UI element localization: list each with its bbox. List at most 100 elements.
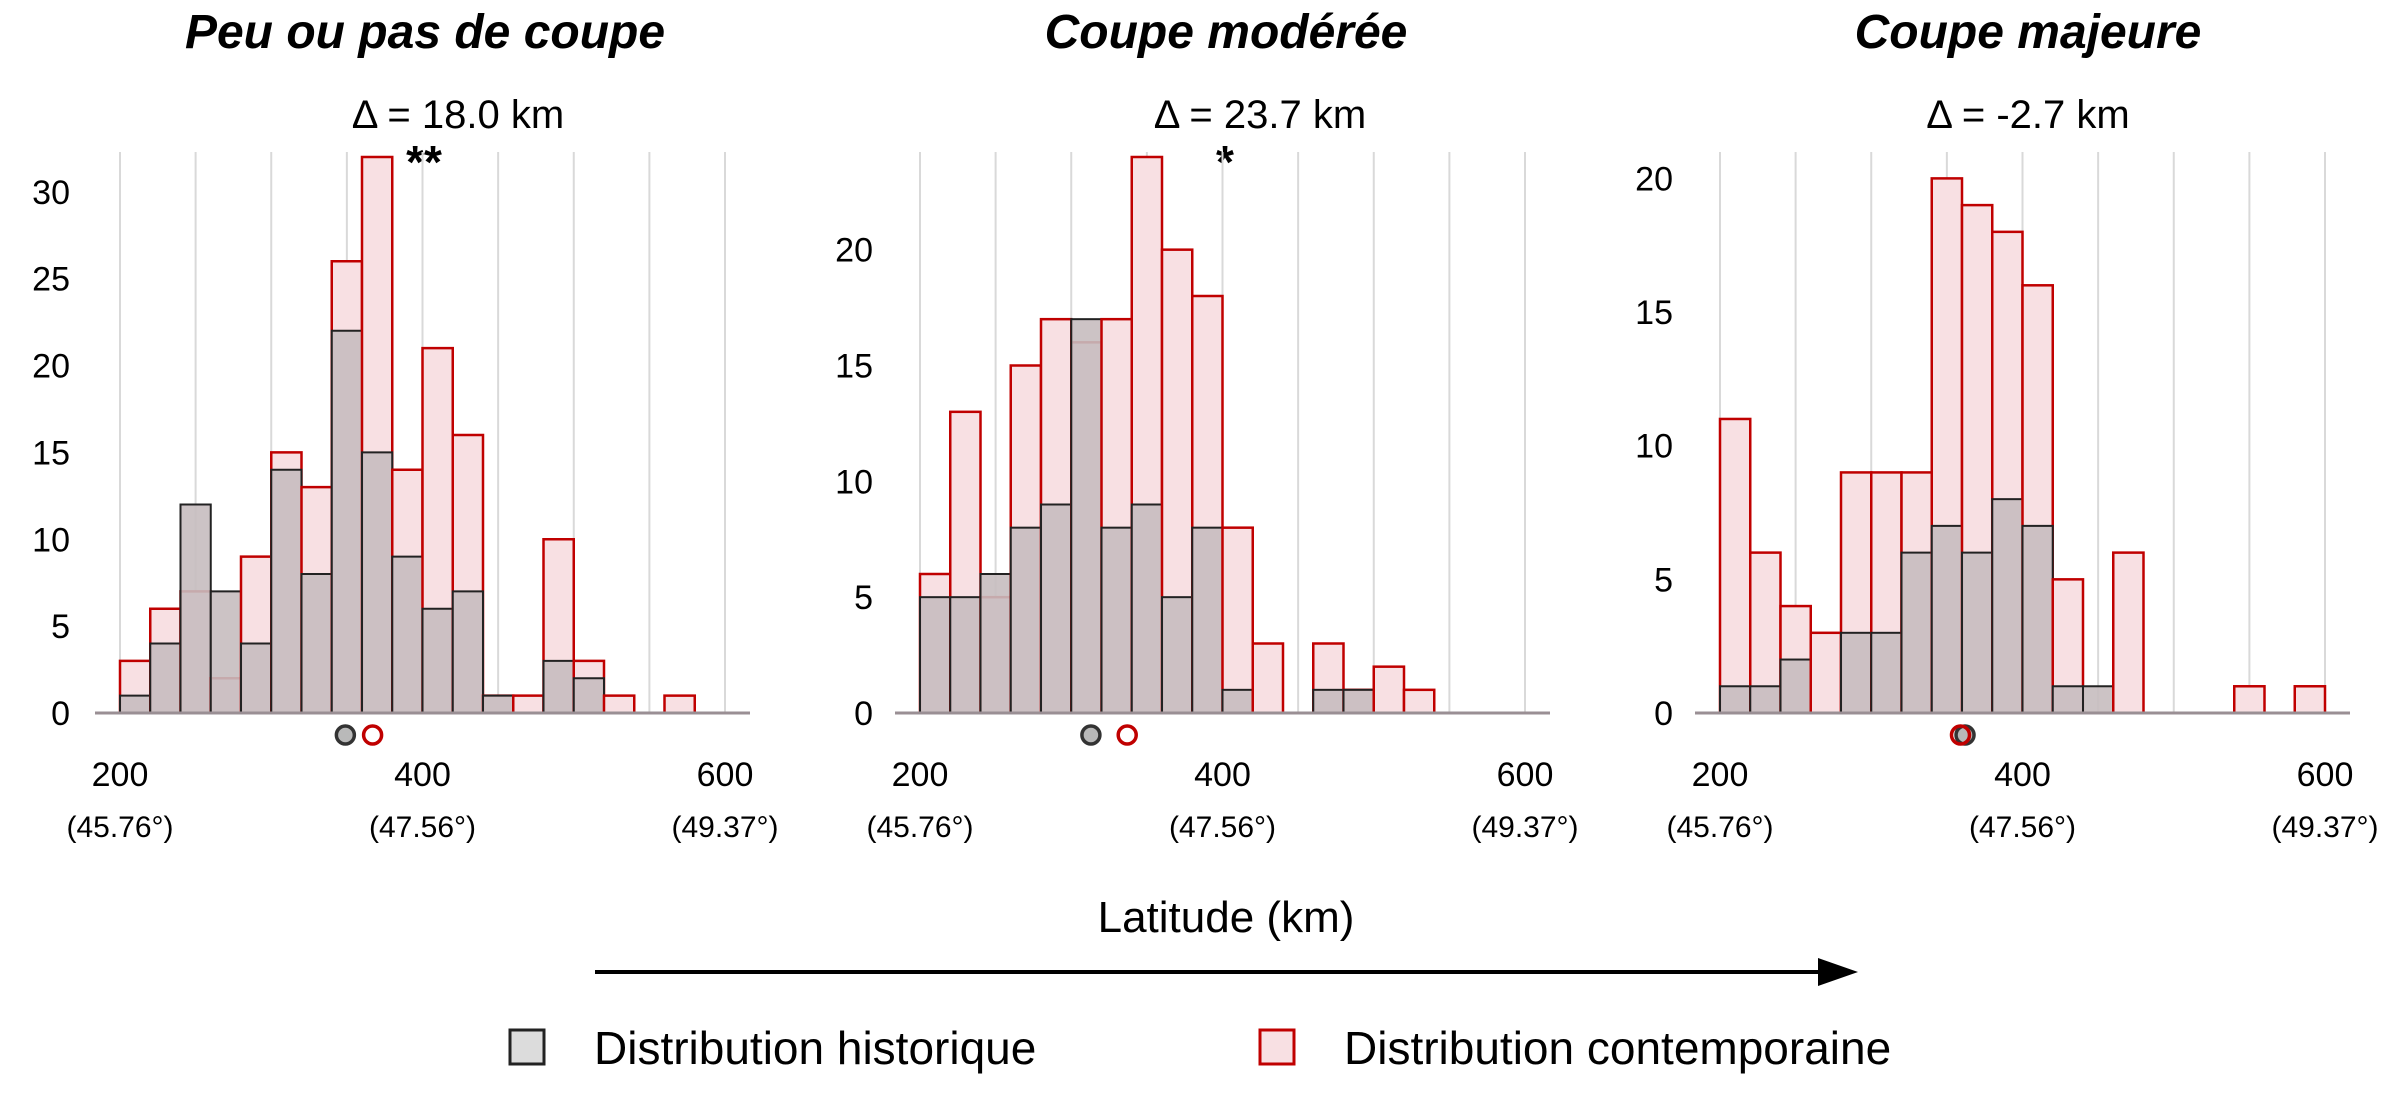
x-tick-sublabel: (49.37°) xyxy=(2271,811,2378,844)
x-tick-sublabel: (45.76°) xyxy=(66,811,173,844)
x-tick-label: 400 xyxy=(1994,756,2051,794)
bar-historique xyxy=(1900,551,1933,714)
bar-contemporaine xyxy=(602,694,636,715)
y-tick-label: 25 xyxy=(32,261,70,299)
panel-delta: Δ = 23.7 km xyxy=(1154,93,1366,137)
mean-marker-contemporaine xyxy=(1116,724,1138,746)
x-tick-sublabel: (45.76°) xyxy=(866,811,973,844)
bar-contemporaine xyxy=(2233,685,2266,715)
bar-historique xyxy=(1991,498,2024,714)
mean-marker-historique xyxy=(1080,724,1102,746)
x-tick-label: 400 xyxy=(1194,756,1251,794)
bar-contemporaine xyxy=(1221,526,1254,715)
bar-historique xyxy=(391,555,424,714)
x-tick-sublabel: (47.56°) xyxy=(1169,811,1276,844)
bar-historique xyxy=(1342,688,1375,714)
y-tick-label: 0 xyxy=(854,695,873,733)
y-tick-label: 10 xyxy=(1635,428,1673,466)
significance-marker: ** xyxy=(406,136,442,188)
x-tick-label: 200 xyxy=(1692,756,1749,794)
panel-title: Peu ou pas de coupe xyxy=(185,6,665,59)
x-tick-sublabel: (45.76°) xyxy=(1666,811,1773,844)
y-tick-label: 0 xyxy=(1654,695,1673,733)
y-tick-label: 5 xyxy=(51,608,70,646)
legend-label-historique: Distribution historique xyxy=(594,1022,1036,1074)
bar-historique xyxy=(1040,503,1073,714)
x-tick-label: 200 xyxy=(892,756,949,794)
y-tick-label: 20 xyxy=(32,348,70,386)
bar-historique xyxy=(119,694,152,714)
y-tick-label: 5 xyxy=(854,579,873,617)
bar-historique xyxy=(2021,524,2054,715)
panel-3: Coupe majeure Δ = -2.7 km 0 5 10 15 20 200 (45.7… xyxy=(1635,6,2378,844)
bar-historique xyxy=(1312,688,1345,714)
bar-historique xyxy=(179,503,212,714)
x-tick-label: 200 xyxy=(92,756,149,794)
x-tick-label: 600 xyxy=(1497,756,1554,794)
y-tick-label: 15 xyxy=(1635,294,1673,332)
bar-historique xyxy=(1100,526,1133,715)
panel-1: Peu ou pas de coupe Δ = 18.0 km** 0 5 10 15 20… xyxy=(32,6,778,844)
panel-2: Coupe modérée Δ = 23.7 km* 0 5 10 15 20 200 (45.… xyxy=(835,6,1578,844)
y-tick-label: 15 xyxy=(32,434,70,472)
bar-historique xyxy=(1191,526,1224,715)
bar-contemporaine xyxy=(1251,642,1285,715)
y-tick-label: 10 xyxy=(32,521,70,559)
bar-historique xyxy=(1161,596,1194,715)
legend-swatch-historique xyxy=(508,1028,546,1066)
bar-historique xyxy=(949,596,982,715)
panel-title: Coupe modérée xyxy=(1045,6,1408,59)
direction-arrow xyxy=(595,958,1858,986)
bar-historique xyxy=(421,607,454,714)
significance-marker: * xyxy=(1216,136,1234,188)
bar-contemporaine xyxy=(1718,417,1752,715)
mean-marker-contemporaine xyxy=(361,724,384,746)
bar-historique xyxy=(1870,631,1903,714)
panel-delta: Δ = 18.0 km xyxy=(352,93,564,137)
bar-historique xyxy=(209,590,242,714)
bar-contemporaine xyxy=(663,694,696,715)
bar-historique xyxy=(1961,551,1994,714)
bar-contemporaine xyxy=(1809,631,1843,715)
bar-historique xyxy=(1930,524,1963,715)
mean-marker-historique xyxy=(334,724,357,746)
bar-historique xyxy=(1009,526,1042,715)
bar-historique xyxy=(270,468,303,714)
bar-historique xyxy=(542,659,575,714)
bar-historique xyxy=(572,677,605,714)
y-tick-label: 20 xyxy=(1635,160,1673,198)
y-tick-label: 10 xyxy=(835,463,873,501)
y-tick-label: 30 xyxy=(32,174,70,212)
bar-historique xyxy=(149,642,182,714)
bar-historique xyxy=(1070,318,1103,714)
legend-label-contemporaine: Distribution contemporaine xyxy=(1344,1022,1891,1074)
bar-contemporaine xyxy=(1402,688,1436,715)
bar-historique xyxy=(1130,503,1163,714)
bar-historique xyxy=(1221,688,1254,714)
bar-historique xyxy=(451,590,484,714)
bar-historique xyxy=(330,329,363,714)
y-tick-label: 20 xyxy=(835,232,873,270)
bar-historique xyxy=(240,642,273,714)
x-tick-sublabel: (49.37°) xyxy=(1471,811,1578,844)
x-tick-sublabel: (47.56°) xyxy=(369,811,476,844)
bar-historique xyxy=(482,694,515,714)
bar-historique xyxy=(1749,685,1782,714)
bar-contemporaine xyxy=(1372,665,1406,715)
x-tick-sublabel: (47.56°) xyxy=(1969,811,2076,844)
bar-contemporaine xyxy=(2112,551,2145,715)
y-tick-label: 0 xyxy=(51,695,70,733)
bar-historique xyxy=(2082,685,2115,714)
x-tick-label: 600 xyxy=(2297,756,2354,794)
x-tick-sublabel: (49.37°) xyxy=(671,811,778,844)
bar-historique xyxy=(1719,685,1752,714)
y-tick-label: 15 xyxy=(835,348,873,386)
panel-delta: Δ = -2.7 km xyxy=(1926,93,2129,137)
x-tick-label: 600 xyxy=(697,756,754,794)
bar-historique xyxy=(300,573,333,714)
bar-historique xyxy=(2051,685,2084,714)
x-tick-label: 400 xyxy=(394,756,451,794)
legend-swatch-contemporaine xyxy=(1258,1028,1296,1066)
panel-title: Coupe majeure xyxy=(1855,6,2202,59)
